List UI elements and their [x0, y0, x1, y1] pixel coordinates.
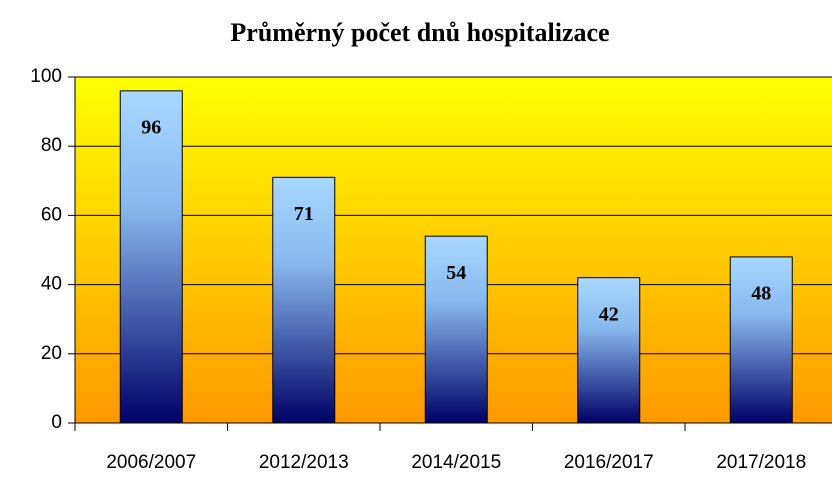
y-tick-label: 20 — [41, 343, 62, 364]
y-tick-label: 80 — [41, 135, 62, 156]
bar — [272, 176, 336, 424]
x-tick-label: 2017/2018 — [716, 452, 806, 473]
x-tick-label: 2016/2017 — [564, 452, 654, 473]
value-label: 54 — [446, 262, 466, 284]
y-tick-label: 100 — [30, 66, 62, 87]
y-tick-label: 0 — [51, 412, 62, 433]
value-label: 71 — [294, 203, 314, 225]
value-label: 42 — [599, 303, 619, 325]
chart-title: Průměrný počet dnů hospitalizace — [230, 18, 609, 47]
bar — [729, 256, 793, 424]
y-tick-label: 40 — [41, 274, 62, 295]
x-tick-label: 2014/2015 — [411, 452, 501, 473]
bar — [119, 90, 183, 424]
x-tick-label: 2006/2007 — [106, 452, 196, 473]
bar — [424, 235, 488, 424]
bar — [577, 277, 641, 424]
value-label: 48 — [751, 283, 771, 305]
value-label: 96 — [141, 116, 161, 138]
y-tick-label: 60 — [41, 204, 62, 225]
x-tick-label: 2012/2013 — [259, 452, 349, 473]
